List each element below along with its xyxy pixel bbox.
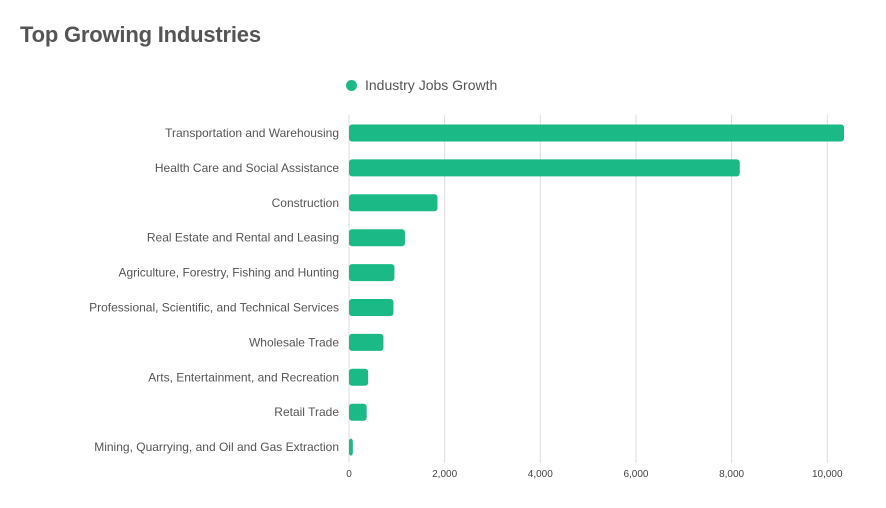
category-label: Agriculture, Forestry, Fishing and Hunti… (118, 266, 339, 280)
x-tick-label: 10,000 (812, 469, 843, 480)
category-label: Transportation and Warehousing (165, 126, 339, 140)
category-label: Mining, Quarrying, and Oil and Gas Extra… (94, 440, 339, 454)
bar[interactable] (349, 403, 367, 421)
x-tick-label: 2,000 (432, 469, 457, 480)
bar[interactable] (349, 438, 353, 456)
legend-marker-icon (346, 79, 357, 91)
x-tick-label: 0 (346, 469, 352, 480)
category-label: Retail Trade (274, 405, 339, 419)
chart-legend[interactable]: Industry Jobs Growth (346, 75, 497, 95)
category-labels: Transportation and Warehousing Health Car… (89, 126, 339, 454)
bar[interactable] (349, 229, 405, 247)
bars (349, 124, 844, 456)
category-label: Real Estate and Rental and Leasing (147, 231, 339, 245)
bar[interactable] (349, 159, 740, 177)
bar[interactable] (349, 124, 844, 142)
category-label: Construction (272, 196, 339, 210)
x-tick-label: 4,000 (528, 469, 553, 480)
category-label: Arts, Entertainment, and Recreation (148, 370, 339, 384)
x-axis-tick-labels: 0 2,000 4,000 6,000 8,000 10,000 (346, 469, 843, 480)
bar[interactable] (349, 333, 384, 351)
x-tick-label: 8,000 (719, 469, 744, 480)
legend-label: Industry Jobs Growth (365, 77, 498, 93)
category-label: Health Care and Social Assistance (155, 161, 339, 175)
category-label: Wholesale Trade (249, 335, 339, 349)
bar[interactable] (349, 194, 438, 212)
category-label: Professional, Scientific, and Technical … (89, 301, 339, 315)
bar[interactable] (349, 368, 369, 386)
chart-title: Top Growing Industries (20, 22, 261, 47)
x-tick-label: 6,000 (623, 469, 648, 480)
bar[interactable] (349, 299, 394, 316)
bar[interactable] (349, 264, 395, 282)
